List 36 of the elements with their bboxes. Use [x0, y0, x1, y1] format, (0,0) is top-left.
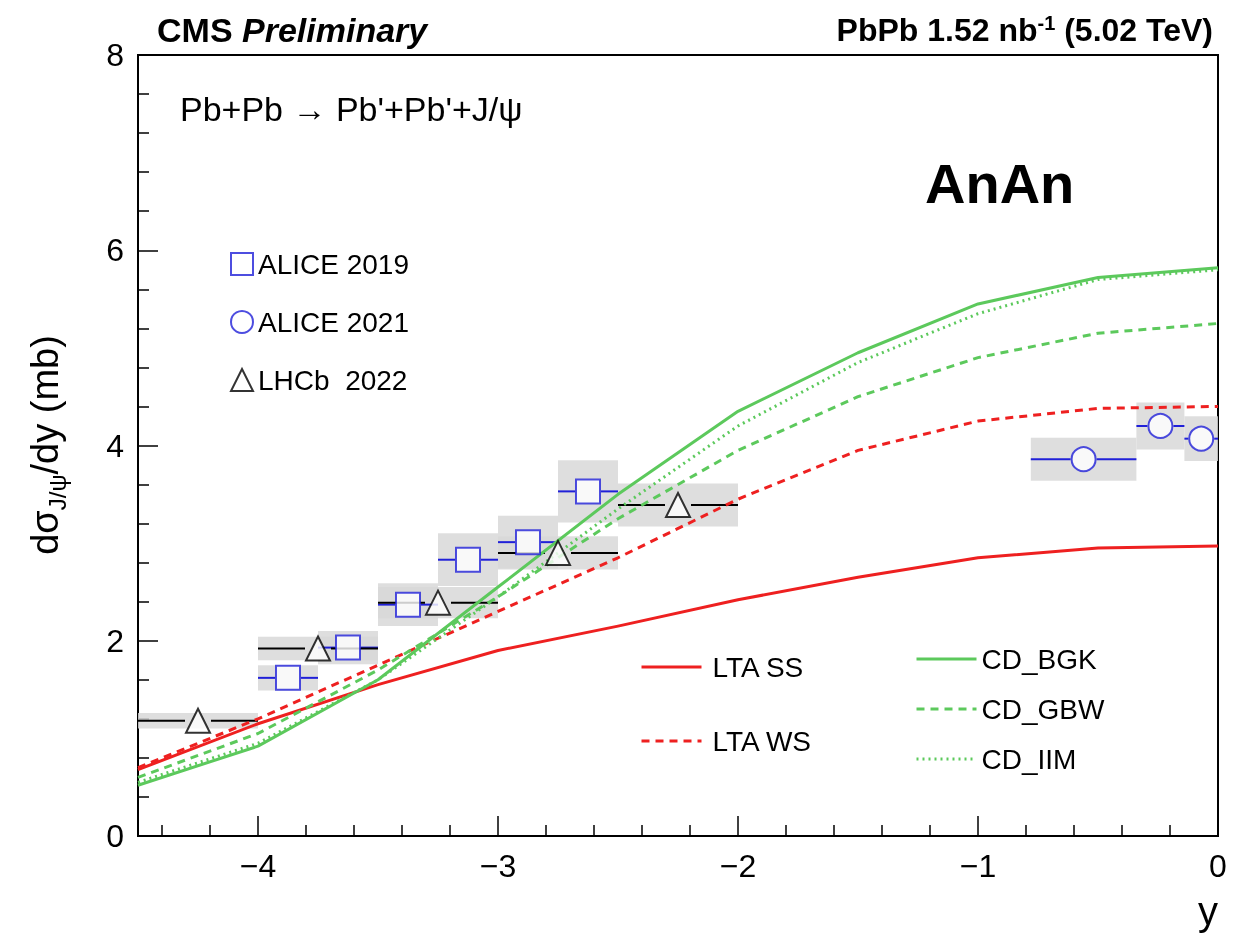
point [275, 664, 301, 691]
y-tick-label: 6 [106, 232, 124, 269]
x-axis-title: y [1198, 889, 1218, 933]
point [515, 529, 541, 556]
point [1188, 425, 1215, 452]
x-tick-label: 0 [1209, 848, 1227, 884]
legend-label: CD_GBW [981, 693, 1105, 725]
point [335, 634, 361, 661]
y-tick-label: 2 [106, 622, 124, 659]
legend-label: LHCb 2022 [258, 364, 408, 396]
x-tick-label: −2 [719, 848, 757, 884]
point [425, 589, 451, 616]
y-tick-label: 0 [106, 818, 124, 854]
legend-label: ALICE 2019 [258, 248, 409, 280]
legend-label: CD_BGK [981, 643, 1097, 675]
y-tick-label: 4 [106, 427, 124, 464]
x-tick-label: −1 [959, 848, 997, 884]
y-tick-label: 8 [106, 37, 124, 73]
point [545, 539, 571, 566]
point [185, 707, 211, 734]
x-tick-label: −3 [479, 848, 517, 884]
point [575, 478, 601, 505]
point [665, 492, 691, 519]
legend-label: ALICE 2021 [258, 306, 409, 338]
point [305, 635, 331, 662]
point [455, 546, 481, 573]
legend-label: LTA SS [712, 651, 804, 683]
legend-label: LTA WS [712, 725, 812, 757]
annotation: Pb+Pb → Pb'+Pb'+J/ψ [180, 90, 523, 128]
chart-title: CMS Preliminary [157, 11, 430, 49]
point [1070, 446, 1097, 473]
point [1147, 412, 1174, 439]
x-tick-label: −4 [239, 848, 277, 884]
legend-label: CD_IIM [981, 743, 1077, 775]
annotation: AnAn [925, 151, 1075, 215]
point [395, 591, 421, 618]
